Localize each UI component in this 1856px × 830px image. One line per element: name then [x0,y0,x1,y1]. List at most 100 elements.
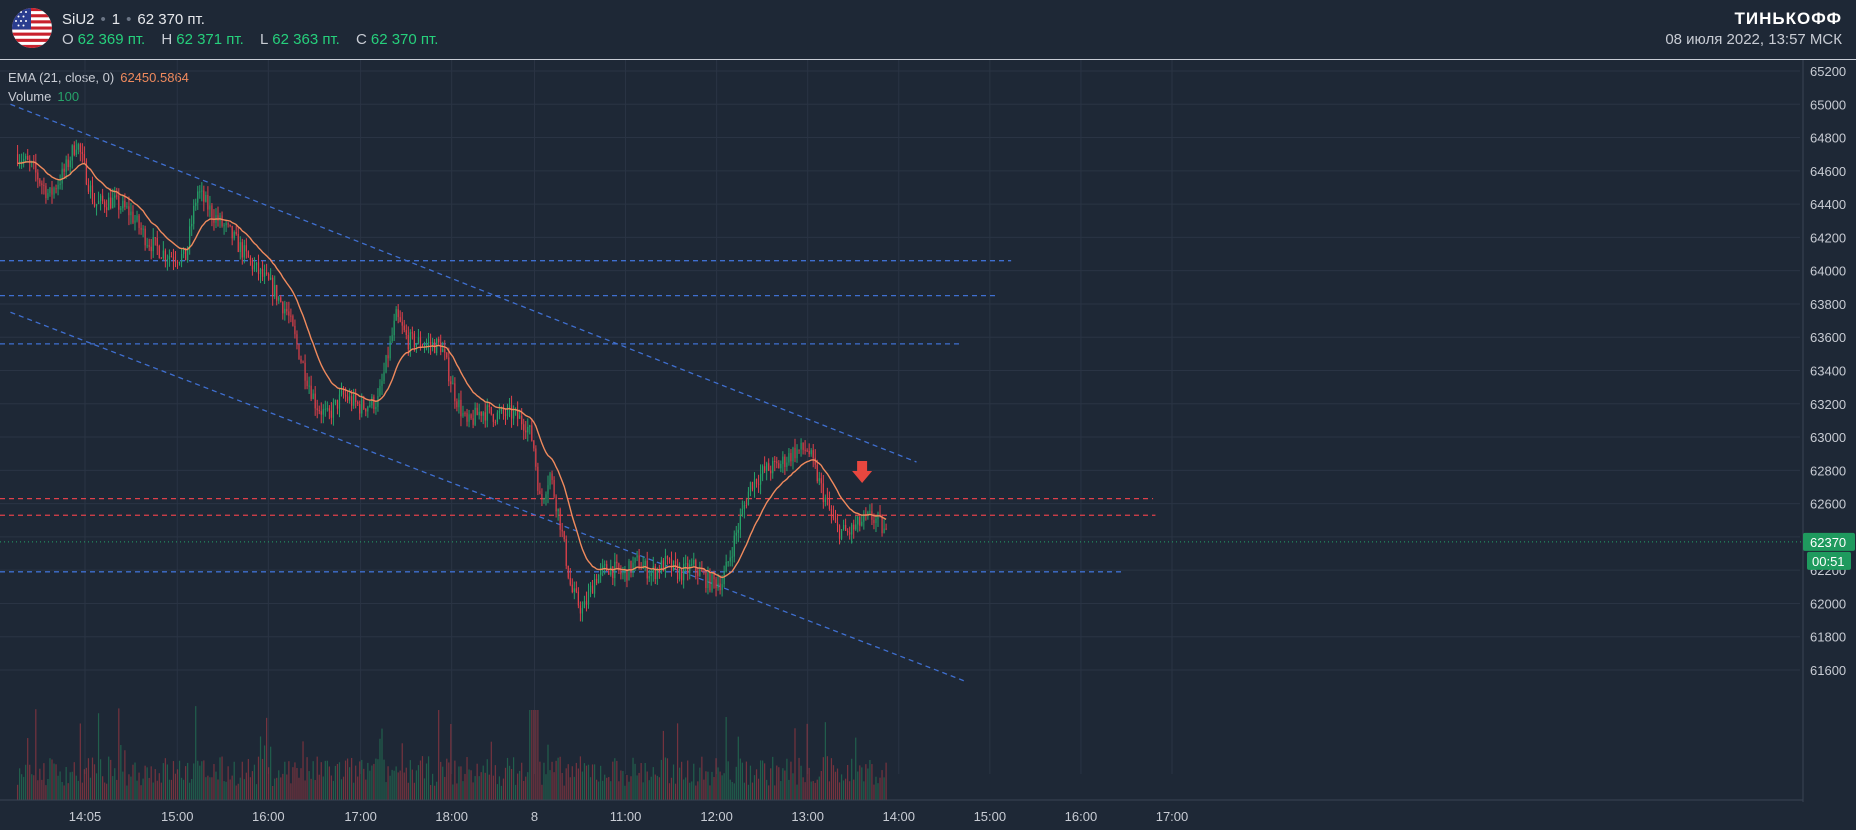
price-badge-bg [1803,532,1855,551]
price-tick-label: 62000 [1810,596,1846,611]
candle-body [444,349,446,353]
volume-bar [685,777,687,800]
candle-body [166,259,169,261]
candle-body [612,566,614,579]
candle-body [504,413,507,417]
volume-bar [600,765,602,800]
candle-body [589,585,592,592]
candle-body [57,184,59,190]
volume-bar [255,784,258,800]
volume-bar [197,760,199,800]
candle-body [585,601,588,605]
candle-body [828,499,831,509]
candle-body [602,565,604,569]
candle-body [197,191,199,203]
candle-body [847,530,849,533]
volume-bar [857,771,859,800]
volume-bar [112,776,114,800]
candle-body [21,161,23,163]
volume-bar [713,777,715,800]
volume-bar [136,780,138,800]
volume-bar [624,785,626,800]
candle-body [883,528,885,534]
volume-bar [95,773,98,800]
volume-bar [65,767,67,800]
candle-body [18,161,21,164]
volume-bar [241,761,243,800]
volume-bar [150,766,152,800]
volume-bar [219,757,221,800]
price-tick-label: 63000 [1810,430,1846,445]
volume-bar [729,779,731,800]
ema-legend[interactable]: EMA (21, close, 0) 62450.5864 [8,70,189,85]
volume-bar [608,777,610,800]
volume-bar [403,772,405,800]
volume-bar [705,771,707,800]
volume-bar [381,728,383,800]
candle-body [624,569,626,574]
volume-bar [697,781,699,800]
candle-body [41,183,43,185]
volume-bar [442,766,444,800]
volume-bar [276,777,278,800]
volume-bar [371,765,373,800]
candle-body [808,450,810,455]
candle-body [292,316,294,326]
volume-bar [782,768,784,800]
candle-body [182,247,185,255]
volume-bar [840,774,843,800]
candle-body [498,411,501,413]
candle-body [320,411,322,415]
candle-body [318,410,320,412]
volume-bar [616,760,618,800]
candle-body [346,396,349,401]
volume-bar [156,780,158,800]
candle-body [156,237,158,247]
candle-body [37,172,39,180]
volume-bar [444,776,446,800]
volume-bar [174,773,177,800]
candle-body [510,405,513,419]
volume-bar [585,765,588,800]
candle-body [310,385,312,399]
volume-bar [132,764,134,800]
volume-bar [733,783,735,800]
low-value: 62 363 пт. [272,31,340,48]
volume-bar [547,744,549,800]
volume-bar [638,772,640,800]
price-badge-value: 62370 [1810,535,1846,550]
candle-body [757,483,760,485]
candle-body [130,211,132,216]
price-chart[interactable]: 65200 65000 64800 64600 64400 64200 64000 63800… [0,60,1856,830]
candle-body [369,405,371,407]
price-tick-label: 63200 [1810,397,1846,412]
volume-legend[interactable]: Volume 100 [8,89,79,104]
volume-bar [456,783,458,800]
ema-legend-label: EMA (21, close, 0) [8,70,115,85]
candle-body [792,447,794,462]
candle-body [39,179,41,184]
candle-body [683,563,685,581]
candle-body [699,569,701,576]
candle-body [223,225,225,227]
price-tick-label: 65200 [1810,64,1846,79]
volume-bar [664,757,667,800]
candle-body [508,405,511,408]
close-key: C [356,31,367,48]
volume-bar [480,772,482,800]
volume-bar [879,777,881,800]
candle-body [644,560,646,566]
volume-bar [425,763,428,800]
candle-body [379,386,381,396]
candle-body [365,408,367,412]
volume-bar [618,781,620,800]
candle-body [251,260,254,270]
symbol-line[interactable]: SiU2 • 1 • 62 370 пт. [62,11,205,28]
symbol-name: SiU2 [62,11,95,28]
candle-body [328,408,330,411]
volume-bar [215,771,217,800]
volume-bar [784,770,786,800]
volume-bar [678,767,681,800]
time-tick-label: 17:00 [344,809,377,824]
candle-body [575,588,577,592]
